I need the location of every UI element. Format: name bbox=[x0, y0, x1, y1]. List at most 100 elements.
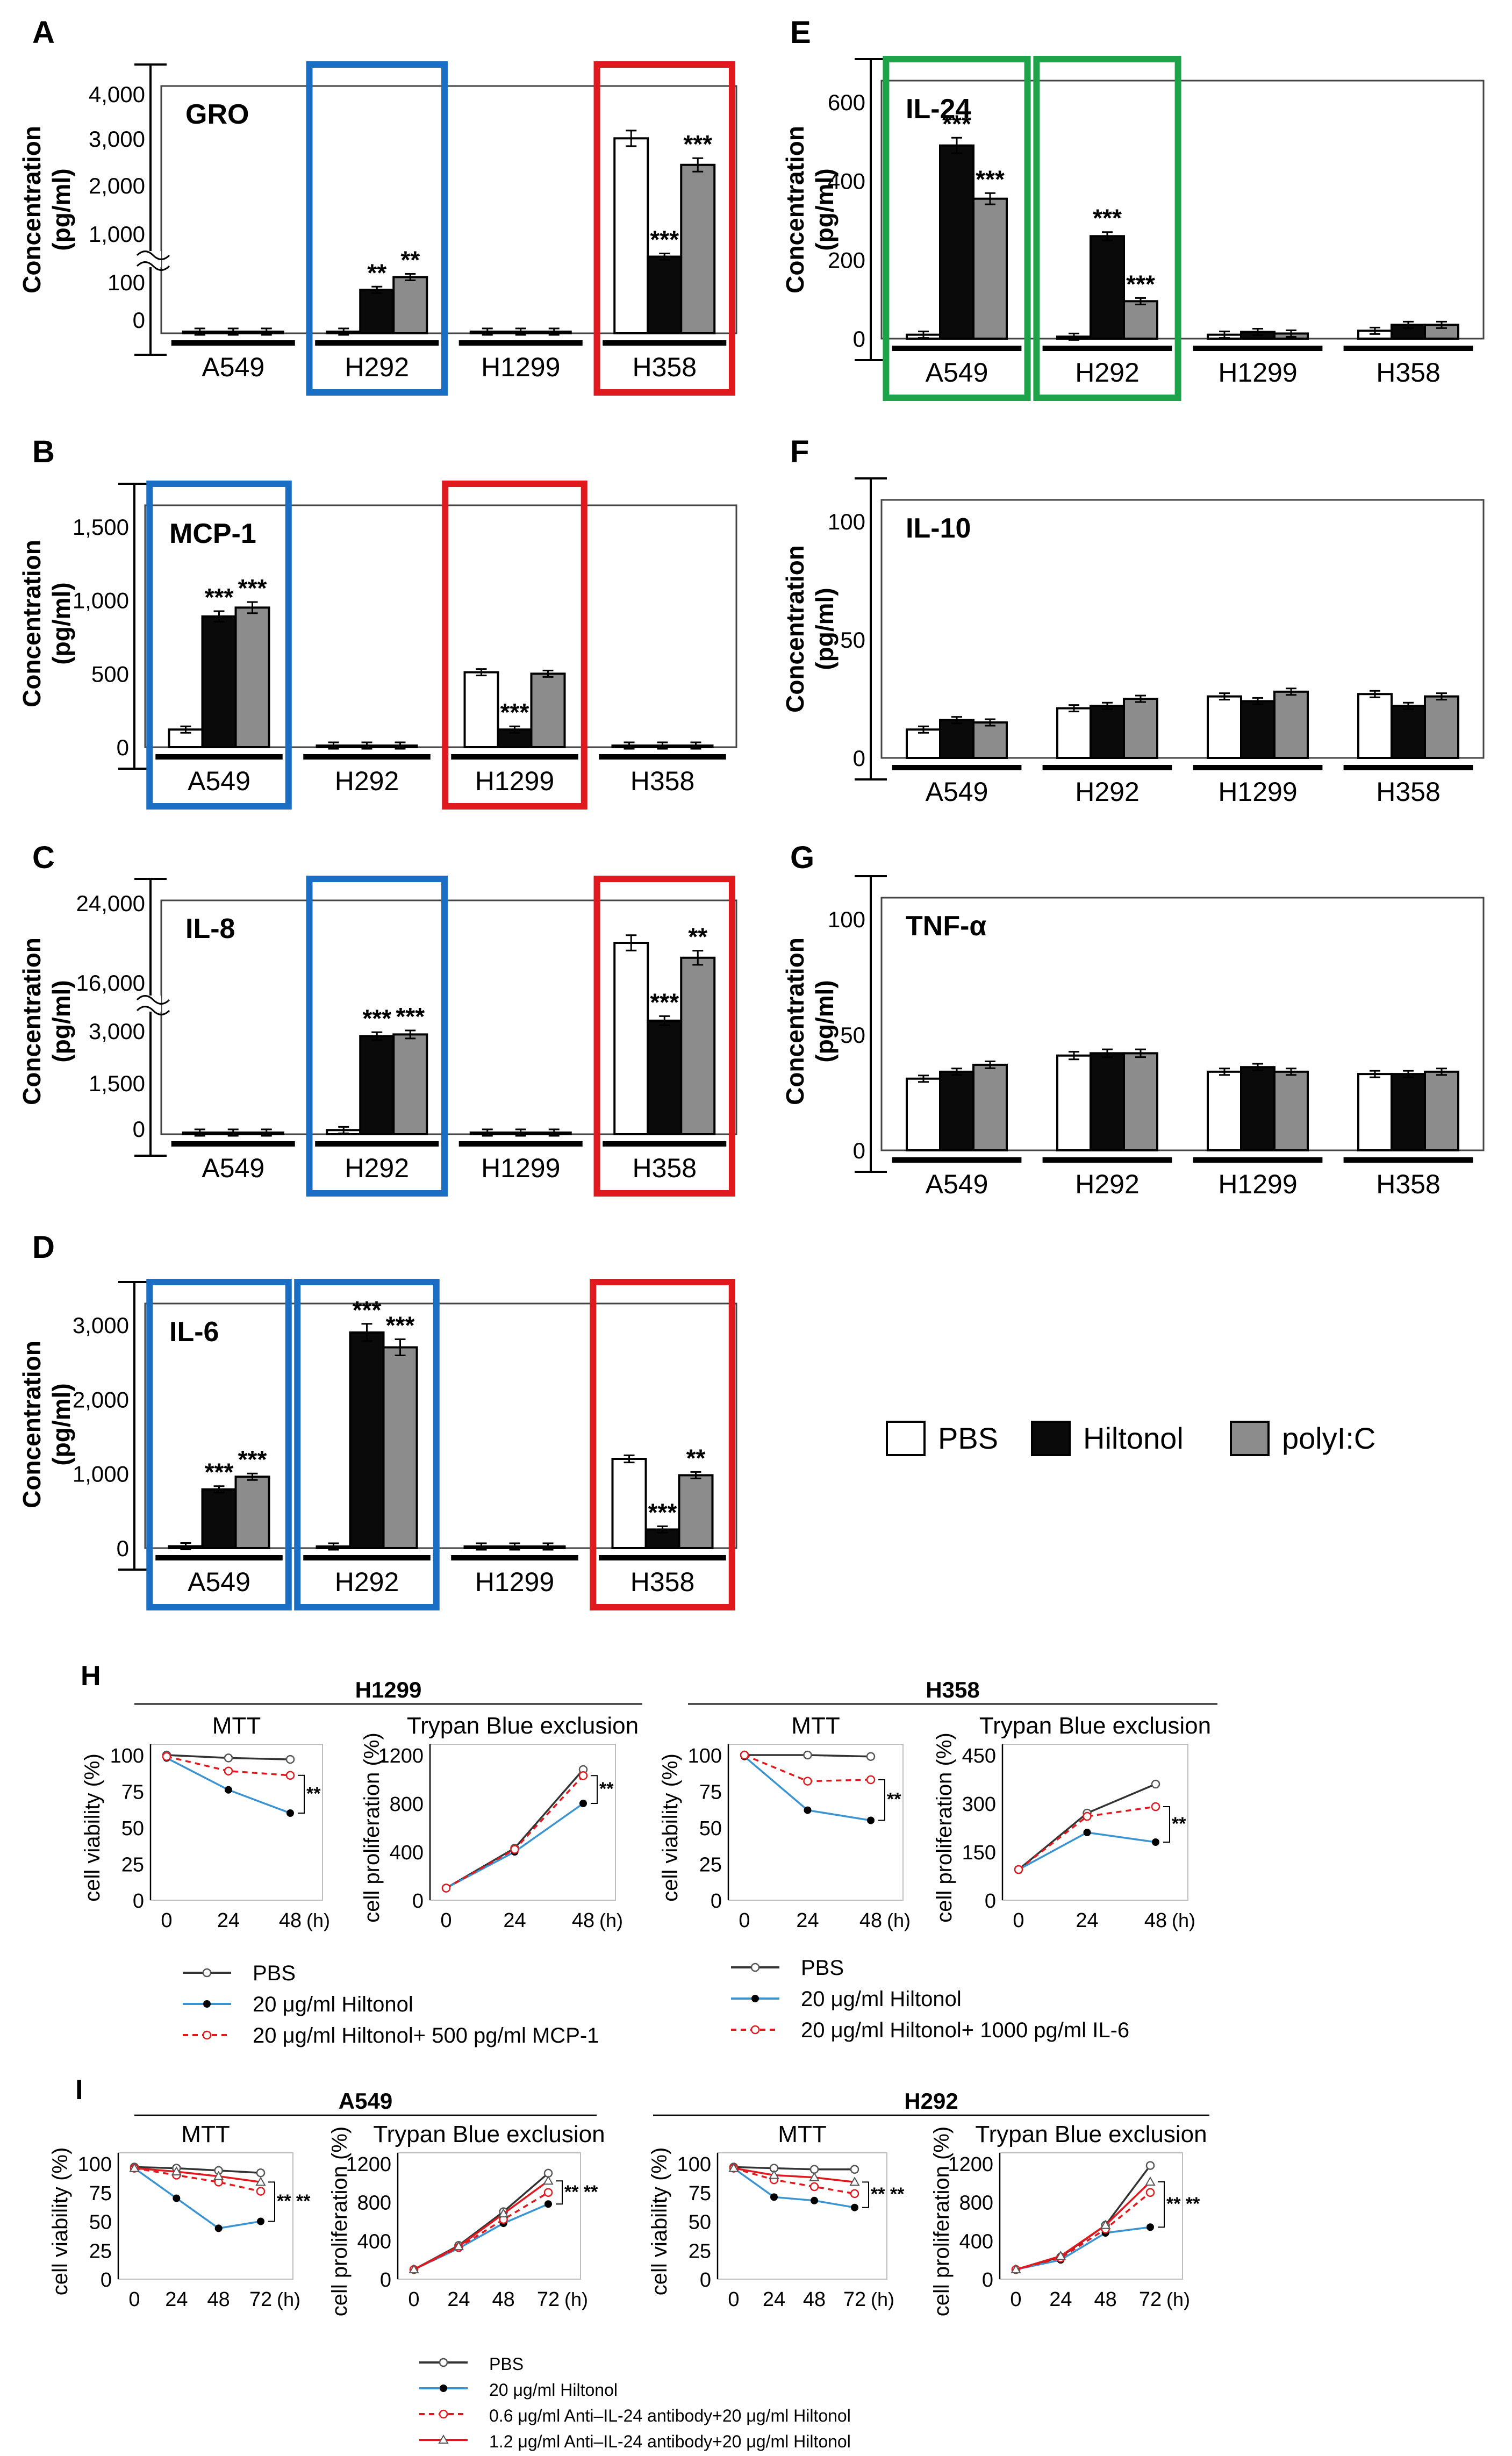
y-axis-label-line: (pg/ml) bbox=[47, 582, 75, 664]
y-tick-label: 200 bbox=[828, 247, 865, 273]
data-point bbox=[1083, 1829, 1091, 1836]
bar-Hiltonol bbox=[939, 1070, 974, 1152]
data-point bbox=[804, 1806, 812, 1814]
bar-PBS bbox=[906, 728, 941, 759]
panel-A: A GRO Concentration(pg/ml) 4,000 3,000 2,000 1… bbox=[18, 15, 737, 396]
category-label: H358 bbox=[1376, 777, 1441, 807]
category-label: A549 bbox=[188, 766, 250, 796]
x-tick-label: 0 bbox=[739, 1909, 750, 1932]
plot-frame bbox=[160, 85, 737, 334]
highlight-box bbox=[1033, 56, 1181, 401]
series-line-1.2 μg/ml Anti–IL-24 antibody+20 μg/ml Hiltonol bbox=[413, 2180, 549, 2271]
significance-label: *** bbox=[1126, 270, 1155, 298]
significance-label: *** bbox=[942, 110, 971, 138]
x-axis-unit: (h) bbox=[564, 2288, 588, 2310]
data-point bbox=[256, 2187, 266, 2196]
significance-label: *** bbox=[650, 226, 679, 254]
y-tick-label: 100 bbox=[828, 509, 865, 534]
cell-line-header: H292 bbox=[904, 2088, 958, 2114]
x-tick-label: 24 bbox=[796, 1909, 819, 1932]
x-tick-label: 48 bbox=[492, 2288, 515, 2311]
legend-label: PBS bbox=[489, 2354, 524, 2374]
y-axis-label-line: (pg/ml) bbox=[47, 1383, 75, 1465]
y-tick-label: 100 bbox=[688, 1745, 722, 1767]
y-tick-label: 1200 bbox=[948, 2153, 993, 2176]
data-point bbox=[803, 1777, 812, 1786]
x-tick-label: 48 bbox=[1094, 2288, 1117, 2311]
data-point bbox=[543, 2188, 553, 2197]
y-axis-label: cell proliferation (%) bbox=[360, 1732, 384, 1922]
series-line-0.6 μg/ml Anti–IL-24 antibody+20 μg/ml Hiltonol bbox=[413, 2192, 549, 2271]
y-axis-label: cell proliferation (%) bbox=[930, 2126, 954, 2316]
data-point bbox=[256, 2168, 266, 2178]
panel-G: G TNF-α Concentration(pg/ml) 100 50 0 A549 H292… bbox=[781, 840, 1485, 1199]
significance-label: ** ** bbox=[871, 2184, 905, 2204]
category-label: H1299 bbox=[475, 1567, 554, 1597]
line-panel-A549-MTT: MTT cell viability (%) 100 75 50 25 00 24 48 72 (h… bbox=[48, 2121, 311, 2311]
data-point bbox=[440, 2385, 447, 2392]
series-line-1.2 μg/ml Anti–IL-24 antibody+20 μg/ml Hiltonol bbox=[1015, 2181, 1151, 2271]
bar-Hiltonol bbox=[1090, 235, 1125, 340]
y-tick-label: 1,500 bbox=[73, 514, 129, 540]
y-axis-label: Concentration(pg/ml) bbox=[18, 540, 75, 707]
subplot-title: MTT bbox=[778, 2121, 826, 2147]
y-tick-label: 25 bbox=[689, 2240, 711, 2262]
subplot-title: MTT bbox=[181, 2121, 230, 2147]
bar-PBS bbox=[1207, 1070, 1242, 1152]
x-axis-unit: (h) bbox=[887, 1909, 911, 1931]
subplot-title: Trypan Blue exclusion bbox=[373, 2121, 605, 2147]
x-tick-label: 48 bbox=[803, 2288, 826, 2311]
y-tick-label: 1,000 bbox=[73, 1462, 129, 1487]
significance-label: ** bbox=[400, 246, 420, 274]
y-axis-label: Concentration(pg/ml) bbox=[781, 126, 839, 293]
category-label: A549 bbox=[926, 777, 988, 807]
data-point bbox=[544, 2200, 552, 2208]
bar-Hiltonol bbox=[359, 1035, 395, 1135]
y-axis-label-line: Concentration bbox=[18, 126, 46, 293]
category-label: H1299 bbox=[1218, 1169, 1297, 1199]
data-point bbox=[1146, 2223, 1154, 2231]
chart-title: IL-6 bbox=[169, 1316, 219, 1348]
y-tick-label: 100 bbox=[78, 2153, 112, 2176]
y-tick-label: 2,000 bbox=[89, 173, 145, 198]
data-point bbox=[510, 1845, 519, 1854]
bar-Hiltonol bbox=[1240, 1066, 1275, 1151]
panel-letter-D: D bbox=[32, 1230, 55, 1265]
panel-letter-C: C bbox=[32, 840, 55, 875]
y-tick-label: 1,500 bbox=[89, 1071, 145, 1096]
data-point bbox=[1100, 2219, 1111, 2229]
significance-label: *** bbox=[650, 988, 679, 1016]
x-tick-label: 48 bbox=[859, 1909, 882, 1932]
data-point bbox=[750, 2025, 760, 2035]
legend-swatch-PBS bbox=[886, 1421, 926, 1456]
y-axis-label-line: (pg/ml) bbox=[811, 980, 839, 1062]
axis-break-mark bbox=[136, 261, 170, 271]
highlight-box bbox=[442, 481, 587, 810]
data-point bbox=[1055, 2250, 1066, 2260]
y-tick-label: 3,000 bbox=[73, 1313, 129, 1338]
significance-label: *** bbox=[205, 1458, 234, 1486]
y-axis-label: Concentration(pg/ml) bbox=[18, 937, 75, 1105]
x-tick-label: 0 bbox=[161, 1909, 172, 1932]
data-point bbox=[750, 1963, 760, 1972]
line-panel-H358-Trypan Blue exclusion: Trypan Blue exclusion cell proliferation … bbox=[933, 1713, 1211, 1932]
y-tick-label: 25 bbox=[89, 2240, 112, 2262]
series-line-PBS bbox=[733, 2166, 855, 2171]
y-tick-label: 50 bbox=[840, 1022, 865, 1048]
data-point bbox=[1151, 1779, 1160, 1789]
x-tick-label: 0 bbox=[128, 2288, 140, 2311]
legend-label: PBS bbox=[801, 1956, 844, 1980]
y-tick-label: 0 bbox=[133, 307, 145, 333]
category-label: H292 bbox=[1075, 357, 1140, 388]
y-tick-label: 0 bbox=[117, 735, 129, 760]
highlight-box bbox=[146, 481, 292, 810]
data-point bbox=[850, 2165, 859, 2174]
data-point bbox=[255, 2176, 266, 2186]
significance-label: ** ** bbox=[277, 2191, 311, 2211]
legend-label: 1.2 μg/ml Anti–IL-24 antibody+20 μg/ml H… bbox=[489, 2432, 851, 2451]
highlight-box bbox=[883, 56, 1031, 401]
y-tick-label: 25 bbox=[699, 1854, 722, 1877]
category-label: H292 bbox=[335, 766, 399, 796]
x-axis-unit: (h) bbox=[277, 2288, 300, 2310]
legend-label: 0.6 μg/ml Anti–IL-24 antibody+20 μg/ml H… bbox=[489, 2406, 851, 2425]
